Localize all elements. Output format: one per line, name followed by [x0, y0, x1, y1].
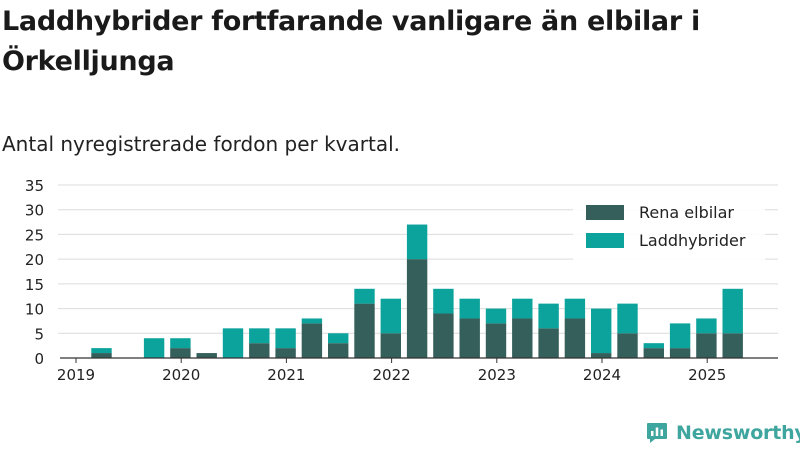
bar-laddhybrider [170, 338, 191, 349]
bar-laddhybrider [249, 328, 270, 344]
bar-laddhybrider [406, 224, 428, 260]
bar-laddhybrider [354, 288, 375, 304]
y-tick-label: 25 [25, 226, 44, 244]
bar-rena-elbilar [669, 348, 691, 358]
bar-rena-elbilar [301, 323, 323, 358]
bar-rena-elbilar [538, 328, 559, 358]
x-tick-label: 2023 [478, 366, 516, 384]
bar-rena-elbilar [196, 353, 217, 358]
bar-rena-elbilar [722, 333, 743, 358]
legend-swatch [586, 233, 624, 248]
y-tick-label: 5 [34, 325, 44, 343]
bar-rena-elbilar [170, 348, 191, 358]
bar-rena-elbilar [591, 353, 612, 358]
y-tick-label: 30 [25, 202, 44, 220]
legend-label: Laddhybrider [639, 231, 746, 250]
x-tick-label: 2020 [162, 366, 200, 384]
y-tick-label: 15 [25, 276, 44, 294]
bar-laddhybrider [301, 318, 323, 324]
bar-rena-elbilar [380, 333, 401, 358]
y-tick-label: 10 [25, 301, 44, 319]
bar-rena-elbilar [433, 313, 454, 358]
legend-label: Rena elbilar [639, 203, 734, 222]
bar-rena-elbilar [617, 333, 638, 358]
bar-laddhybrider [380, 298, 401, 334]
x-tick-label: 2025 [688, 366, 726, 384]
chart-subtitle: Antal nyregistrerade fordon per kvartal. [2, 132, 401, 156]
bar-rena-elbilar [459, 318, 480, 358]
newsworthy-logo[interactable]: Newsworthy [645, 420, 800, 446]
bar-rena-elbilar [643, 348, 664, 358]
chart-title: Laddhybrider fortfarande vanligare än el… [2, 6, 700, 77]
bar-rena-elbilar [275, 348, 296, 358]
y-tick-label: 35 [25, 177, 44, 195]
bar-laddhybrider [669, 323, 691, 349]
bar-laddhybrider [485, 308, 507, 324]
bar-laddhybrider [538, 303, 559, 329]
bar-laddhybrider [591, 308, 612, 354]
bar-rena-elbilar [91, 353, 112, 358]
bar-laddhybrider [143, 338, 165, 358]
bar-rena-elbilar [406, 259, 428, 358]
bar-laddhybrider [275, 328, 296, 349]
bar-rena-elbilar [249, 343, 270, 358]
bar-laddhybrider [222, 328, 244, 358]
x-tick-label: 2022 [373, 366, 411, 384]
bar-laddhybrider [617, 303, 638, 334]
bar-laddhybrider [512, 298, 533, 319]
legend-swatch [586, 205, 624, 220]
y-tick-label: 20 [25, 251, 44, 269]
y-tick-label: 0 [34, 350, 44, 368]
bar-laddhybrider [91, 348, 112, 354]
x-tick-label: 2019 [57, 366, 95, 384]
bar-rena-elbilar [564, 318, 586, 358]
bar-laddhybrider [564, 298, 586, 319]
bar-rena-elbilar [512, 318, 533, 358]
bar-laddhybrider [328, 333, 349, 344]
bar-rena-elbilar [696, 333, 717, 358]
bars [91, 224, 743, 358]
legend: Rena elbilar Laddhybrider [573, 198, 765, 260]
newsworthy-logo-text: Newsworthy [676, 422, 800, 444]
bar-rena-elbilar [354, 303, 375, 358]
newsworthy-logo-icon [647, 423, 667, 443]
bar-laddhybrider [643, 343, 664, 349]
bar-laddhybrider [696, 318, 717, 334]
x-tick-label: 2024 [583, 366, 621, 384]
bar-rena-elbilar [328, 343, 349, 358]
x-tick-label: 2021 [267, 366, 305, 384]
bar-laddhybrider [433, 288, 454, 314]
bar-laddhybrider [722, 288, 743, 334]
bar-laddhybrider [459, 298, 480, 319]
bar-rena-elbilar [485, 323, 507, 358]
